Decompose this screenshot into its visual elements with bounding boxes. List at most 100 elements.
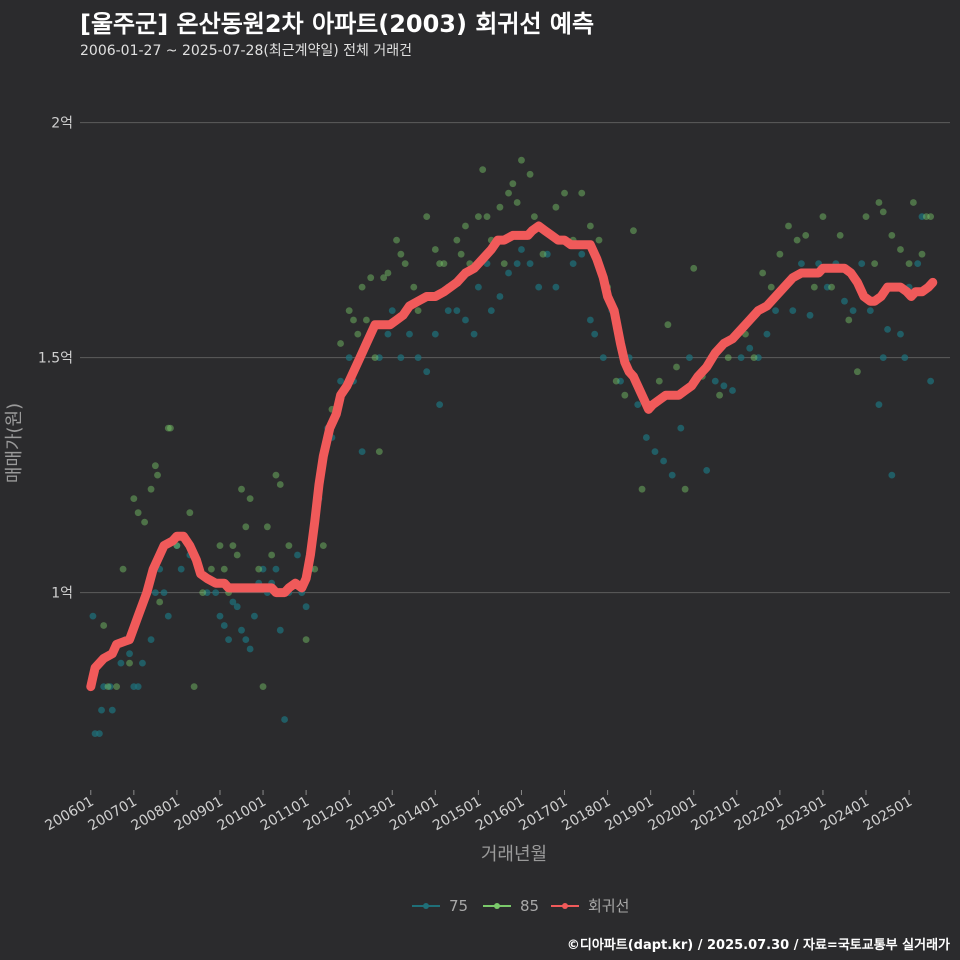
data-point-75 (100, 683, 108, 690)
data-point-85 (879, 208, 887, 216)
legend-label: 회귀선 (588, 897, 629, 915)
data-point-85 (802, 232, 810, 239)
data-point-85 (526, 170, 534, 178)
data-point-85 (612, 377, 620, 385)
data-point-85 (401, 260, 409, 267)
data-point-85 (246, 495, 254, 502)
data-point-75 (487, 307, 495, 314)
data-point-85 (909, 199, 917, 206)
x-tick-label: 202101 (689, 794, 743, 835)
data-point-85 (436, 260, 444, 267)
data-point-85 (785, 222, 792, 230)
data-point-75 (746, 344, 754, 352)
data-point-85 (918, 250, 926, 258)
data-point-85 (767, 283, 775, 291)
data-point-85 (104, 683, 112, 690)
data-point-75 (384, 330, 392, 338)
legend-swatch-dot (494, 903, 500, 909)
data-point-75 (754, 354, 762, 361)
data-point-85 (130, 495, 138, 502)
data-point-75 (518, 246, 525, 253)
legend-swatch-dot (562, 903, 568, 909)
data-point-85 (302, 636, 310, 643)
data-point-75 (806, 311, 814, 319)
data-point-75 (772, 307, 779, 314)
data-point-85 (586, 222, 594, 230)
data-point-75 (569, 260, 577, 267)
y-tick-label: 2억 (51, 116, 73, 132)
legend-label: 85 (520, 897, 539, 915)
data-point-75 (720, 382, 728, 390)
data-point-85 (319, 542, 327, 549)
data-point-75 (225, 636, 232, 643)
data-point-85 (690, 264, 698, 272)
data-point-75 (216, 612, 224, 620)
data-point-75 (763, 330, 771, 338)
data-point-75 (660, 457, 667, 465)
data-point-85 (828, 283, 835, 291)
data-point-85 (233, 551, 241, 559)
x-tick-label: 201401 (387, 794, 441, 835)
data-point-75 (397, 354, 405, 361)
data-point-75 (711, 377, 719, 385)
data-point-85 (164, 424, 172, 432)
y-tick-label: 1.5억 (38, 351, 73, 367)
data-point-75 (160, 589, 168, 596)
data-point-85 (862, 213, 870, 221)
data-point-85 (216, 542, 224, 549)
data-point-75 (337, 377, 344, 385)
data-point-85 (793, 236, 801, 244)
data-point-85 (147, 485, 155, 493)
data-point-75 (444, 307, 452, 314)
x-tick-label: 201601 (473, 794, 527, 835)
x-tick-label: 201301 (344, 794, 398, 835)
data-point-75 (229, 598, 237, 606)
x-tick-label: 202501 (861, 794, 915, 835)
data-point-75 (686, 354, 693, 361)
data-point-85 (854, 368, 861, 376)
data-point-85 (367, 274, 375, 282)
data-point-85 (561, 189, 568, 197)
data-point-85 (151, 462, 159, 470)
data-point-75 (431, 330, 439, 338)
data-point-85 (126, 659, 133, 667)
data-point-75 (543, 250, 551, 258)
data-point-75 (134, 683, 142, 690)
data-point-75 (729, 387, 736, 394)
data-point-85 (229, 542, 237, 549)
data-point-85 (897, 246, 904, 253)
x-tick-label: 202201 (732, 794, 786, 835)
data-point-75 (823, 283, 831, 291)
data-point-75 (879, 354, 887, 361)
data-point-85 (673, 363, 680, 371)
data-point-85 (509, 180, 517, 188)
data-point-85 (513, 199, 521, 206)
data-point-75 (798, 260, 805, 267)
data-point-75 (914, 260, 922, 267)
data-point-85 (354, 330, 362, 338)
data-point-85 (423, 213, 431, 221)
data-point-75 (617, 377, 624, 385)
data-point-85 (393, 236, 400, 244)
x-tick-label: 201101 (258, 794, 312, 835)
data-point-85 (681, 485, 689, 493)
data-point-85 (350, 316, 357, 324)
data-point-75 (203, 589, 211, 596)
regression-line-layer (86, 221, 938, 692)
data-point-85 (410, 283, 418, 291)
data-point-85 (440, 260, 448, 267)
data-point-85 (836, 232, 844, 239)
data-point-75 (789, 307, 797, 314)
data-point-75 (106, 683, 114, 690)
data-point-75 (897, 330, 904, 338)
data-point-85 (888, 232, 896, 239)
data-point-75 (212, 589, 220, 596)
data-point-85 (207, 565, 215, 573)
data-point-75 (703, 467, 711, 474)
data-point-85 (190, 683, 198, 690)
data-point-85 (927, 213, 935, 221)
data-point-85 (242, 523, 250, 531)
data-point-75 (251, 612, 258, 620)
data-point-85 (272, 471, 280, 479)
data-point-75 (526, 260, 534, 267)
